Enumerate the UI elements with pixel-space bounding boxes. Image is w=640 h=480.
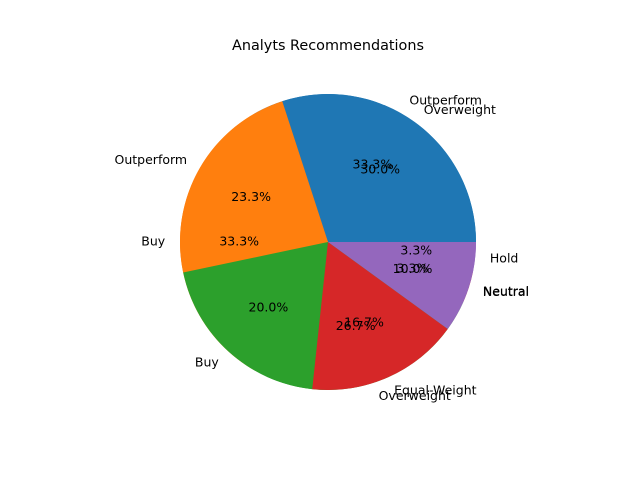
pie-2-label-buy: Buy [195, 354, 219, 369]
pie-2-label-overweight: Overweight [424, 102, 496, 117]
pie-2-pct-overweight: 30.0% [360, 162, 400, 177]
pie-2-pct-equal-weight: 16.7% [344, 315, 384, 330]
pie-2-pct-outperform: 23.3% [231, 189, 271, 204]
pie-1-label-buy: Buy [141, 234, 165, 249]
pie-1-pct-hold: 3.3% [400, 243, 432, 258]
chart-title: Analyts Recommendations [232, 38, 424, 54]
pie-2-label-equal-weight: Equal-Weight [394, 382, 477, 397]
pie-2-pct-buy: 20.0% [249, 299, 289, 314]
pie-2-label-outperform: Outperform [115, 152, 188, 167]
pie-1-label-hold: Hold [490, 250, 518, 265]
pie-2-pct-neutral: 10.0% [393, 261, 433, 276]
pie-1-pct-buy: 33.3% [219, 234, 259, 249]
pie-2-label-neutral: Neutral [483, 284, 529, 299]
